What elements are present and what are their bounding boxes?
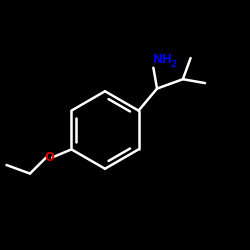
Text: 2: 2 <box>170 60 176 69</box>
Text: NH: NH <box>153 54 173 66</box>
Text: O: O <box>44 151 54 164</box>
